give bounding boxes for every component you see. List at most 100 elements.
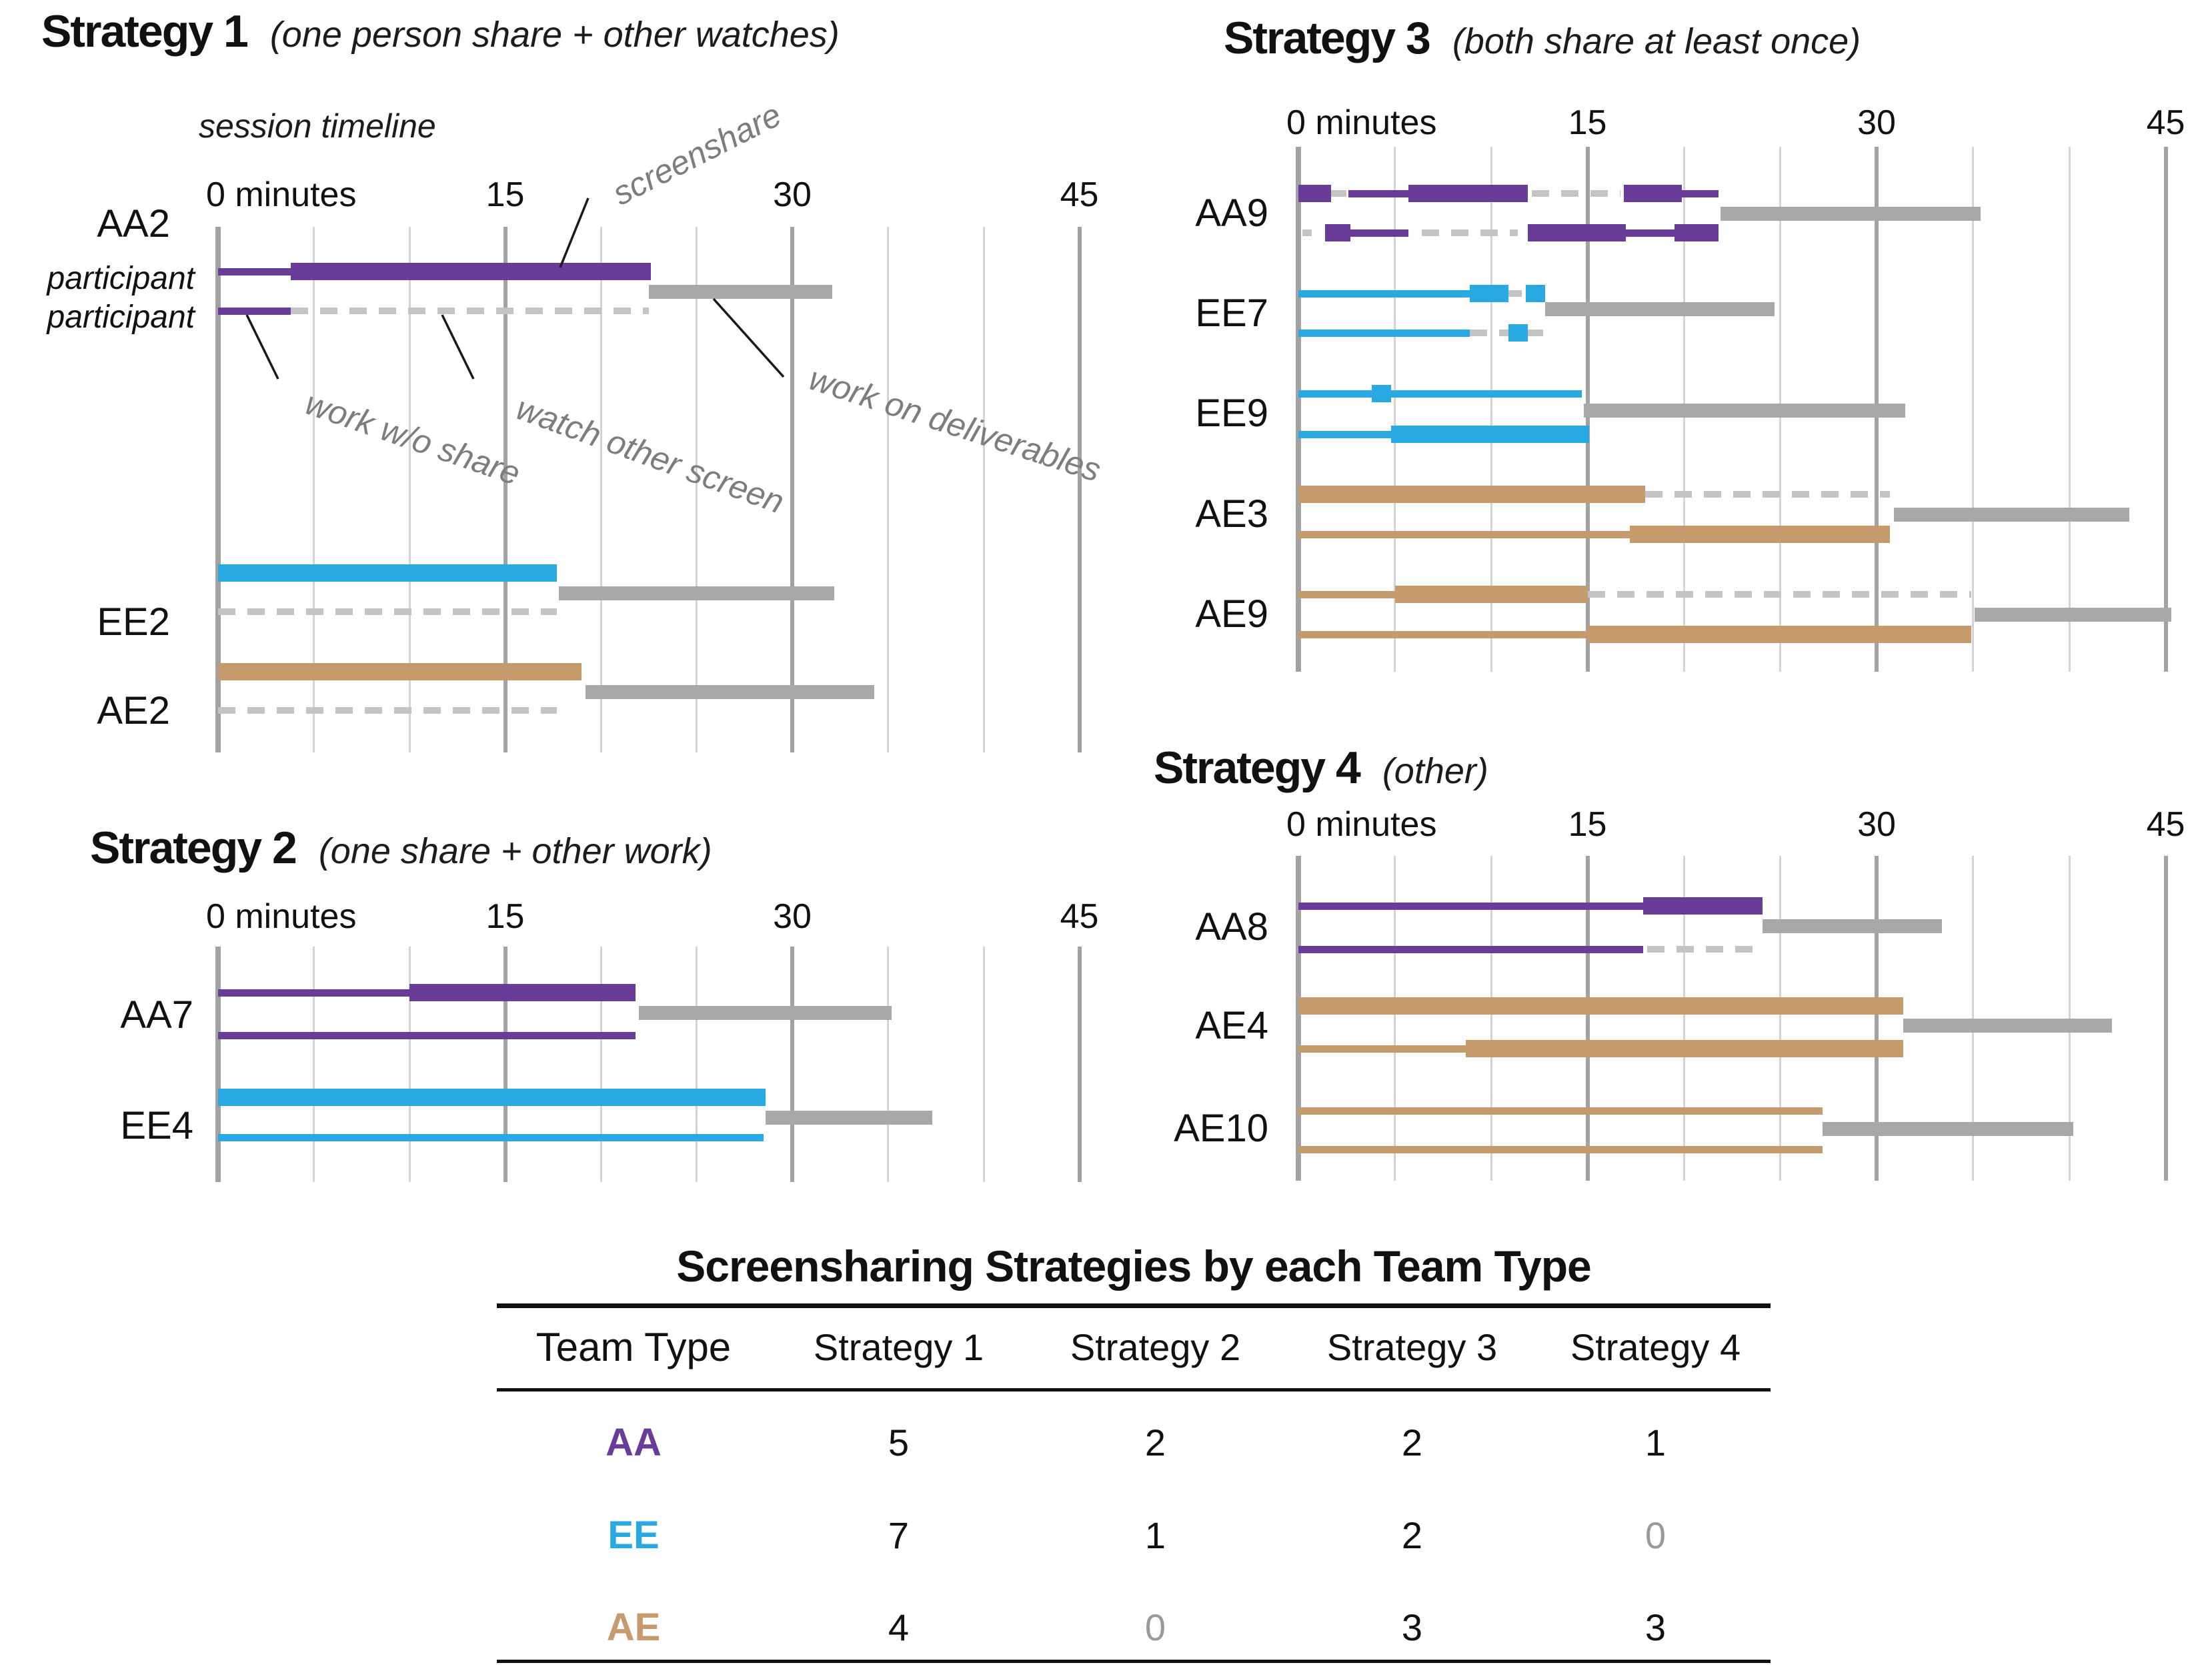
axis-label-strategy3-15: 15 bbox=[1568, 103, 1607, 142]
bar-work-w-o-share-EE4-p2-0 bbox=[218, 1133, 764, 1141]
bar-work-w-o-share-AE10-p2-0 bbox=[1298, 1145, 1823, 1153]
gridline-strategy1-15min bbox=[503, 227, 507, 752]
bar-screenshare-EE7-p1-1 bbox=[1470, 285, 1508, 302]
bar-screenshare-EE7-p2-2 bbox=[1508, 324, 1528, 342]
table-value-EE-strategy2: 1 bbox=[1144, 1514, 1166, 1556]
axis-label-strategy3-45: 45 bbox=[2146, 103, 2185, 142]
participant-label-AA2-1: participant bbox=[47, 261, 195, 296]
bar-watch-other-screen-EE7-p2-3 bbox=[1527, 330, 1544, 336]
gridline-strategy1-35min bbox=[887, 227, 889, 752]
bar-screenshare-AA2-p1-1 bbox=[291, 263, 651, 280]
table-value-AE-strategy3: 3 bbox=[1401, 1606, 1423, 1648]
bar-work-on-deliverables-EE9 bbox=[1583, 403, 1906, 418]
bar-watch-other-screen-AA9-p1-1 bbox=[1331, 190, 1347, 197]
gridline-strategy1-25min bbox=[696, 227, 698, 752]
gridline-strategy1-10min bbox=[408, 227, 411, 752]
col-header-strategy-1: Strategy 1 bbox=[813, 1325, 984, 1368]
gridline-strategy2-15min bbox=[503, 947, 507, 1182]
table-title: Screensharing Strategies by each Team Ty… bbox=[676, 1241, 1591, 1291]
gridline-strategy3-45min bbox=[2163, 147, 2168, 672]
bar-work-w-o-share-AE9-p2-0 bbox=[1298, 630, 1588, 638]
table-header-row: Team Type Strategy 1 Strategy 2 Strategy… bbox=[497, 1323, 1771, 1370]
bar-work-w-o-share-AA9-p1-6 bbox=[1682, 189, 1719, 197]
bar-screenshare-AE9-p1-1 bbox=[1394, 586, 1588, 603]
table-value-EE-strategy1: 7 bbox=[888, 1514, 910, 1556]
table-rule-bottom bbox=[497, 1660, 1771, 1663]
axis-label-strategy3-0: 0 minutes bbox=[1286, 103, 1437, 142]
bar-screenshare-EE2-p1-0 bbox=[218, 564, 557, 582]
bar-work-w-o-share-EE9-p1-0 bbox=[1298, 390, 1372, 398]
bar-screenshare-AE3-p1-0 bbox=[1298, 486, 1646, 503]
bar-work-on-deliverables-AE4 bbox=[1903, 1018, 2112, 1033]
gridline-strategy4-20min bbox=[1683, 856, 1685, 1181]
axis-label-strategy1-0: 0 minutes bbox=[206, 175, 357, 214]
gridline-strategy2-10min bbox=[408, 947, 411, 1182]
bar-work-on-deliverables-EE4 bbox=[765, 1110, 932, 1125]
bar-watch-other-screen-EE7-p2-1 bbox=[1470, 330, 1508, 336]
team-label-AA8: AA8 bbox=[1195, 905, 1268, 949]
bar-work-on-deliverables-AA9 bbox=[1720, 206, 1981, 221]
strategy4-subtitle-text: (other) bbox=[1382, 751, 1488, 791]
bar-work-w-o-share-EE9-p1-2 bbox=[1390, 390, 1582, 398]
gridline-strategy2-30min bbox=[790, 947, 794, 1182]
strategy1-subtitle-text: (one person share + other watches) bbox=[269, 15, 840, 55]
table-value-AA-strategy4: 1 bbox=[1644, 1421, 1667, 1464]
gridline-strategy3-35min bbox=[1972, 147, 1974, 672]
table-value-EE-strategy3: 2 bbox=[1401, 1514, 1423, 1556]
summary-table: Screensharing Strategies by each Team Ty… bbox=[497, 1241, 1771, 1667]
gridline-strategy4-15min bbox=[1585, 856, 1590, 1181]
bar-work-w-o-share-EE7-p2-0 bbox=[1298, 329, 1470, 337]
panel-title-strategy4: Strategy 4 (other) bbox=[1154, 742, 1488, 794]
strategy4-title-text: Strategy 4 bbox=[1154, 742, 1361, 793]
team-label-AA9: AA9 bbox=[1195, 191, 1268, 235]
bar-screenshare-AE4-p1-0 bbox=[1298, 997, 1904, 1015]
gridline-strategy3-40min bbox=[2068, 147, 2071, 672]
bar-watch-other-screen-AE2-p2-0 bbox=[218, 707, 557, 714]
table-value-AE-strategy4: 3 bbox=[1644, 1606, 1667, 1648]
axis-label-strategy2-0: 0 minutes bbox=[206, 897, 357, 936]
bar-work-w-o-share-AE3-p2-0 bbox=[1298, 530, 1630, 538]
team-label-AE4: AE4 bbox=[1195, 1004, 1268, 1047]
bar-screenshare-EE9-p1-1 bbox=[1371, 385, 1391, 402]
bar-work-w-o-share-AA7-p2-0 bbox=[218, 1031, 636, 1039]
axis-label-strategy1-45: 45 bbox=[1060, 175, 1099, 214]
table-value-AE-strategy1: 4 bbox=[888, 1606, 910, 1648]
bar-screenshare-AA9-p2-6 bbox=[1674, 224, 1719, 241]
axis-label-strategy1-30: 30 bbox=[773, 175, 812, 214]
bar-screenshare-AA7-p1-1 bbox=[409, 984, 636, 1001]
team-label-AE10: AE10 bbox=[1174, 1107, 1268, 1150]
strategy2-subtitle-text: (one share + other work) bbox=[318, 831, 712, 871]
strategy3-subtitle-text: (both share at least once) bbox=[1452, 21, 1861, 61]
team-label-EE9: EE9 bbox=[1195, 392, 1268, 435]
table-rule-header bbox=[497, 1388, 1771, 1392]
bar-work-w-o-share-AE9-p1-0 bbox=[1298, 590, 1395, 598]
bar-watch-other-screen-EE7-p1-2 bbox=[1508, 290, 1522, 297]
axis-label-strategy4-45: 45 bbox=[2146, 805, 2185, 844]
bar-watch-other-screen-AA9-p2-0 bbox=[1302, 229, 1312, 236]
session-timeline-label: session timeline bbox=[199, 107, 436, 145]
gridline-strategy2-25min bbox=[696, 947, 698, 1182]
bar-work-w-o-share-AA9-p2-2 bbox=[1350, 229, 1408, 237]
gridline-strategy4-5min bbox=[1394, 856, 1396, 1181]
panel-title-strategy2: Strategy 2 (one share + other work) bbox=[90, 822, 712, 874]
bar-screenshare-AA9-p1-3 bbox=[1408, 185, 1528, 202]
bar-watch-other-screen-AA2-p2-1 bbox=[291, 308, 649, 314]
bar-screenshare-AA9-p2-1 bbox=[1325, 224, 1351, 241]
gridline-strategy2-0min bbox=[215, 947, 221, 1182]
strategy3-title-text: Strategy 3 bbox=[1224, 13, 1431, 63]
gridline-strategy1-40min bbox=[982, 227, 985, 752]
gridline-strategy3-5min bbox=[1394, 147, 1396, 672]
team-label-EE7: EE7 bbox=[1195, 292, 1268, 335]
table-row-AE: AE 4 0 3 3 bbox=[497, 1604, 1771, 1650]
bar-screenshare-AA8-p1-1 bbox=[1643, 897, 1763, 915]
bar-screenshare-EE7-p1-3 bbox=[1526, 285, 1545, 302]
strategy2-title-text: Strategy 2 bbox=[90, 822, 297, 873]
bar-screenshare-AE9-p2-1 bbox=[1587, 626, 1971, 643]
gridline-strategy4-30min bbox=[1875, 856, 1879, 1181]
bar-work-on-deliverables-AA2 bbox=[648, 284, 833, 299]
team-label-AA7: AA7 bbox=[120, 993, 193, 1037]
col-header-team-type: Team Type bbox=[535, 1324, 732, 1369]
bar-watch-other-screen-AA8-p2-1 bbox=[1647, 946, 1763, 953]
bar-screenshare-EE9-p2-1 bbox=[1390, 426, 1590, 443]
gridline-strategy2-5min bbox=[313, 947, 315, 1182]
